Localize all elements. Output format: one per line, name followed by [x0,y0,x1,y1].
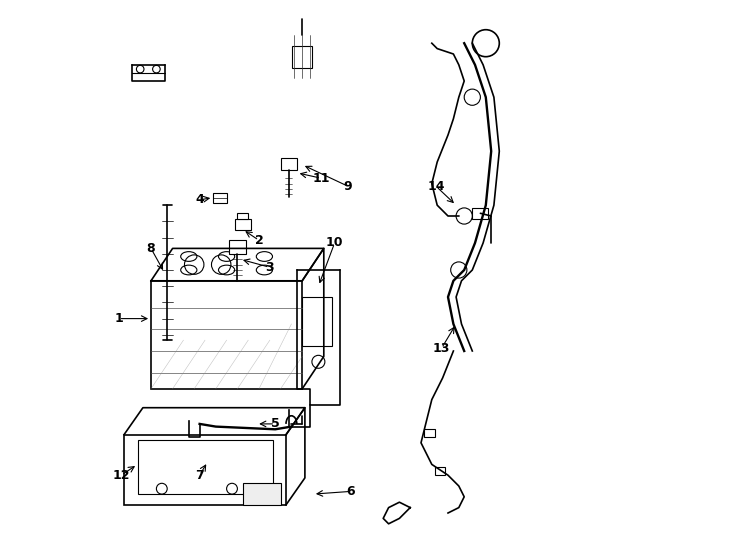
Bar [302,297,332,346]
Text: 10: 10 [326,237,344,249]
Bar [292,46,312,68]
Text: 5: 5 [271,417,280,430]
Bar [235,219,251,230]
Bar [229,240,245,254]
Text: 11: 11 [313,172,330,185]
Bar [424,429,435,437]
Text: 14: 14 [427,180,445,193]
Bar [435,467,446,475]
Text: 12: 12 [112,469,130,482]
Bar [237,213,248,219]
Text: 7: 7 [195,469,204,482]
Text: 1: 1 [115,312,123,325]
Bar [151,281,302,389]
Text: 6: 6 [346,485,355,498]
Text: 3: 3 [266,261,274,274]
Text: 13: 13 [433,342,450,355]
Text: 8: 8 [147,242,156,255]
Bar [243,483,280,505]
Bar [137,440,272,494]
Text: 4: 4 [195,193,204,206]
Bar [213,193,227,202]
Text: 9: 9 [344,180,352,193]
Bar [280,158,297,170]
Text: 2: 2 [255,234,264,247]
Bar [472,208,489,219]
Bar [124,435,286,505]
Bar [192,454,212,470]
